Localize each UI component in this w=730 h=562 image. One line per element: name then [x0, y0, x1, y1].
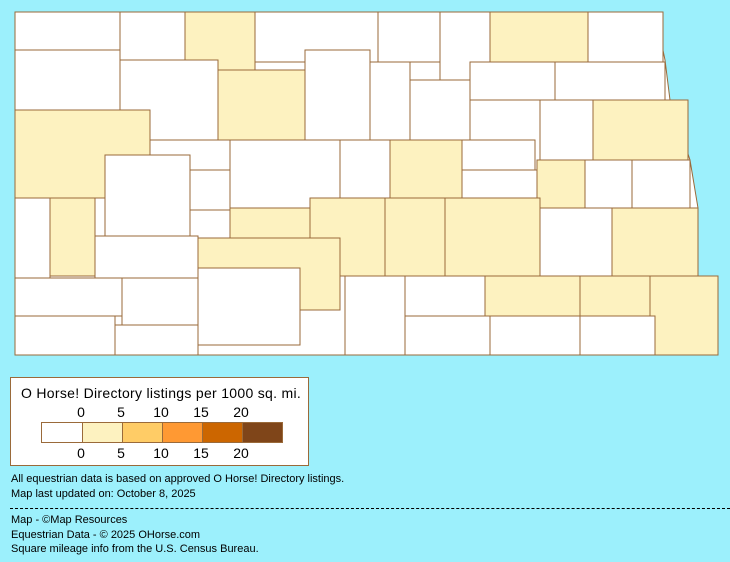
county[interactable] [489, 11, 589, 63]
legend-swatch-2 [122, 423, 162, 442]
top_ticks-tick: 10 [153, 404, 169, 420]
county[interactable] [611, 207, 699, 277]
county[interactable] [104, 154, 191, 241]
county[interactable] [377, 11, 441, 63]
data-credit: Equestrian Data - © 2025 OHorse.com [11, 529, 201, 541]
county[interactable] [404, 315, 491, 356]
bottom_ticks-tick: 10 [153, 445, 169, 461]
county[interactable] [592, 99, 689, 161]
bottom_ticks-tick: 15 [193, 445, 209, 461]
county[interactable] [536, 159, 586, 209]
county[interactable] [49, 197, 96, 277]
county[interactable] [587, 11, 664, 63]
county[interactable] [114, 324, 199, 356]
last-updated-note: Map last updated on: October 8, 2025 [11, 488, 196, 500]
county[interactable] [94, 235, 199, 279]
county[interactable] [539, 99, 594, 161]
county[interactable] [14, 197, 51, 279]
county[interactable] [384, 197, 446, 277]
county[interactable] [14, 277, 123, 317]
county[interactable] [304, 49, 371, 141]
county[interactable] [469, 61, 556, 101]
county[interactable] [344, 275, 406, 356]
county[interactable] [444, 197, 541, 277]
county[interactable] [579, 275, 651, 317]
county[interactable] [14, 49, 121, 111]
county[interactable] [197, 267, 301, 346]
legend-title: O Horse! Directory listings per 1000 sq.… [21, 385, 302, 401]
divider [10, 508, 730, 509]
county[interactable] [489, 315, 581, 356]
bottom_ticks-tick: 20 [233, 445, 249, 461]
bottom_ticks-tick: 0 [77, 445, 85, 461]
county[interactable] [229, 139, 341, 209]
legend: O Horse! Directory listings per 1000 sq.… [10, 377, 309, 466]
legend-swatch-3 [162, 423, 202, 442]
county[interactable] [217, 69, 306, 141]
county[interactable] [461, 169, 538, 199]
county[interactable] [484, 275, 581, 317]
legend-swatch-5 [242, 423, 282, 442]
county[interactable] [119, 11, 186, 61]
north-dakota-county-map [14, 11, 719, 356]
county[interactable] [554, 61, 666, 101]
top_ticks-tick: 0 [77, 404, 85, 420]
legend-swatch-0 [42, 423, 82, 442]
county[interactable] [404, 275, 486, 317]
county[interactable] [369, 61, 411, 141]
legend-swatch-4 [202, 423, 242, 442]
county[interactable] [339, 139, 391, 199]
county[interactable] [579, 315, 656, 356]
county[interactable] [189, 169, 231, 211]
county[interactable] [584, 159, 633, 209]
top_ticks-tick: 15 [193, 404, 209, 420]
census-credit: Square mileage info from the U.S. Census… [11, 543, 259, 555]
county[interactable] [14, 11, 121, 51]
county[interactable] [389, 139, 463, 199]
data-source-note: All equestrian data is based on approved… [11, 473, 345, 485]
county[interactable] [649, 275, 719, 356]
county[interactable] [631, 159, 691, 209]
bottom_ticks-tick: 5 [117, 445, 125, 461]
county[interactable] [121, 277, 199, 326]
county[interactable] [461, 139, 536, 171]
top_ticks-tick: 20 [233, 404, 249, 420]
county[interactable] [229, 207, 311, 239]
county[interactable] [539, 207, 613, 277]
legend-color-scale [41, 422, 283, 443]
legend-swatch-1 [82, 423, 122, 442]
top_ticks-tick: 5 [117, 404, 125, 420]
map-credit: Map - ©Map Resources [11, 514, 128, 526]
county[interactable] [409, 79, 471, 141]
county[interactable] [14, 315, 116, 356]
